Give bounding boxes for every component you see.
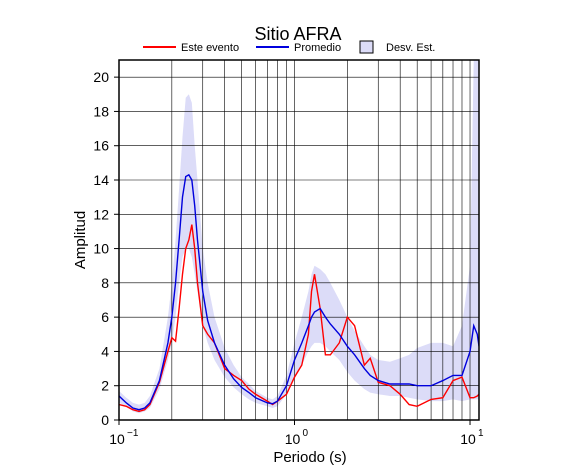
y-tick-label: 4: [101, 343, 109, 359]
chart-title: Sitio AFRA: [254, 24, 341, 44]
y-tick-label: 8: [101, 275, 109, 291]
x-axis-label: Periodo (s): [273, 449, 346, 466]
legend-label: Desv. Est.: [386, 42, 435, 54]
y-tick-label: 14: [93, 172, 109, 188]
y-tick-label: 10: [93, 241, 109, 257]
y-tick-label: 20: [93, 69, 109, 85]
plot-area: [119, 60, 479, 420]
legend-swatch: [359, 40, 374, 54]
x-tick-exponent: 1: [478, 428, 484, 439]
y-tick-label: 18: [93, 103, 109, 119]
y-tick-label: 2: [101, 378, 109, 394]
x-tick-label: 10: [109, 431, 125, 447]
legend-label: Promedio: [294, 42, 341, 54]
plot-frame: [118, 59, 480, 421]
legend-label: Este evento: [181, 42, 239, 54]
std-band: [119, 60, 479, 414]
y-axis-label: Amplitud: [72, 211, 89, 269]
x-tick-label: 10: [460, 431, 476, 447]
x-tick-label: 10: [285, 431, 301, 447]
y-tick-label: 12: [93, 206, 109, 222]
line-series: [119, 173, 479, 411]
y-tick-label: 0: [101, 412, 109, 428]
y-tick-label: 16: [93, 138, 109, 154]
x-tick-exponent: −1: [127, 428, 139, 439]
y-tick-label: 6: [101, 309, 109, 325]
x-tick-exponent: 0: [303, 428, 309, 439]
